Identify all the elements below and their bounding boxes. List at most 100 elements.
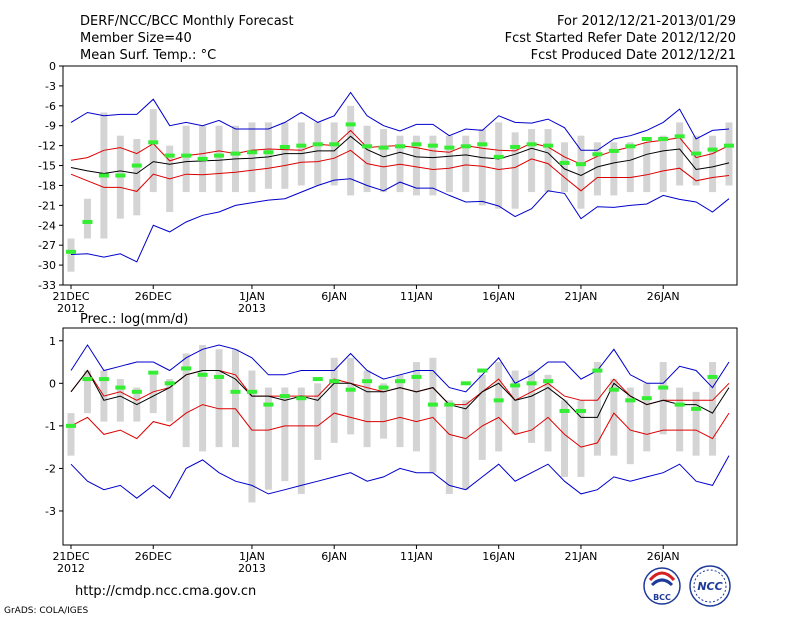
y-tick-label: -27	[38, 239, 56, 252]
spread-box	[314, 383, 322, 460]
spread-box	[330, 357, 338, 443]
spread-box	[643, 142, 651, 193]
spread-box	[577, 400, 585, 477]
y-tick-label: -12	[38, 140, 56, 153]
spread-box	[396, 374, 404, 448]
spread-box	[149, 374, 157, 414]
spread-box	[445, 400, 453, 494]
ncc-logo-text: NCC	[697, 580, 722, 593]
spread-box	[709, 135, 717, 193]
spread-box	[232, 349, 239, 448]
spread-box	[347, 357, 355, 435]
spread-box	[380, 129, 388, 193]
spread-box	[412, 362, 420, 452]
series-max-line	[70, 91, 730, 151]
footer-credit: GrADS: COLA/IGES	[4, 606, 88, 616]
spread-box	[659, 135, 667, 193]
ncc-logo: NCC	[689, 565, 731, 607]
spread-box	[363, 125, 371, 193]
y-tick-label: -6	[45, 100, 56, 113]
x-year-label: 2013	[238, 562, 266, 575]
series-lower-line	[70, 404, 730, 448]
spread-box	[83, 370, 91, 414]
spread-box	[264, 387, 272, 490]
spread-box	[116, 379, 124, 422]
spread-box	[511, 370, 519, 435]
x-tick-label: 6JAN	[321, 550, 347, 563]
spread-box	[462, 135, 470, 193]
header-forecast-period: For 2012/12/21-2013/01/29	[557, 14, 736, 29]
header-title: DERF/NCC/BCC Monthly Forecast	[80, 14, 294, 29]
spread-box	[676, 122, 684, 186]
spread-box	[610, 142, 618, 196]
spread-box	[528, 129, 536, 193]
spread-box	[149, 109, 157, 193]
spread-box	[412, 135, 420, 196]
spread-box	[166, 379, 174, 422]
spread-box	[445, 135, 453, 193]
footer-url[interactable]: http://cmdp.ncc.cma.gov.cn	[75, 584, 256, 599]
series-lower-line	[70, 149, 730, 192]
plot-frame	[62, 327, 738, 546]
spread-box	[297, 387, 305, 494]
spread-box	[511, 132, 519, 209]
spread-box	[67, 238, 75, 272]
precipitation-chart: 1 0 -1 -2 -3 21DEC 26DEC 1JAN 6JAN 11JAN 16JAN 21JA…	[45, 327, 738, 575]
spread-box	[248, 122, 256, 193]
series-min-line	[70, 178, 730, 263]
spread-box	[544, 129, 552, 193]
bcc-logo: BCC	[643, 567, 681, 605]
x-tick-label: 11JAN	[400, 550, 433, 563]
spread-box	[182, 353, 190, 448]
y-tick-label: 1	[49, 335, 56, 348]
y-tick-label: -15	[38, 160, 56, 173]
x-tick-label: 21JAN	[565, 550, 598, 563]
spread-box	[643, 383, 651, 452]
spread-box	[215, 349, 223, 448]
header-produced-date: Fcst Produced Date 2012/12/21	[531, 48, 736, 63]
spread-box	[363, 370, 371, 448]
bcc-logo-text: BCC	[653, 593, 671, 602]
y-tick-label: -33	[38, 279, 56, 292]
spread-box	[281, 387, 289, 482]
spread-box	[593, 362, 601, 456]
x-tick-label: 16JAN	[482, 550, 515, 563]
y-tick-label: -30	[38, 259, 56, 272]
x-tick-label: 16JAN	[482, 290, 515, 303]
plot-frame	[62, 65, 738, 286]
y-tick-label: -18	[38, 179, 56, 192]
spread-box	[676, 387, 684, 452]
spread-box	[692, 391, 700, 456]
y-tick-label: -21	[38, 199, 56, 212]
y-tick-label: 0	[49, 60, 56, 73]
x-tick-label: 1JAN	[239, 290, 265, 303]
spread-box	[709, 362, 717, 456]
spread-box	[593, 142, 601, 196]
y-tick-label: -3	[45, 80, 56, 93]
spread-box	[429, 357, 437, 473]
spread-box	[561, 400, 568, 477]
series-mean-line	[70, 369, 730, 418]
spread-box	[182, 125, 190, 193]
spread-box	[478, 129, 486, 206]
x-tick-label: 21JAN	[565, 290, 598, 303]
x-tick-label: 26DEC	[135, 550, 172, 563]
x-tick-label: 26DEC	[135, 290, 172, 303]
y-tick-label: -3	[45, 505, 56, 518]
spread-box	[314, 122, 322, 186]
spread-box	[495, 362, 503, 452]
spread-box	[281, 122, 289, 189]
series-max-line	[70, 344, 730, 393]
series-min-line	[70, 455, 730, 499]
spread-box	[610, 379, 618, 456]
series-mean-line	[70, 135, 730, 177]
y-tick-label: 0	[49, 377, 56, 390]
spread-box	[83, 198, 91, 239]
spread-box	[626, 387, 634, 465]
spread-box	[561, 142, 568, 193]
header-start-date: Fcst Started Refer Date 2012/12/20	[505, 31, 736, 46]
spread-box	[264, 122, 272, 189]
spread-box	[133, 139, 141, 216]
